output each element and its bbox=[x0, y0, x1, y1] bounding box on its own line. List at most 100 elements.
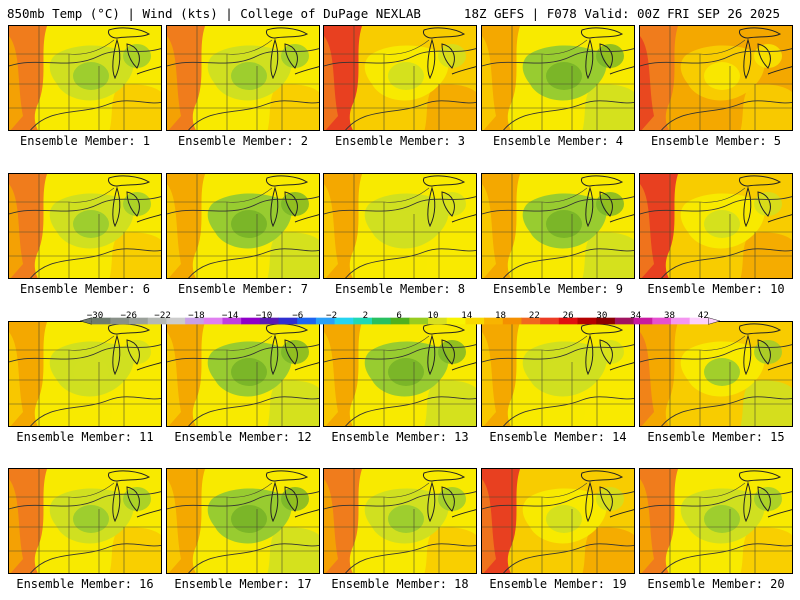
temperature-map bbox=[324, 26, 476, 130]
colorbar-tick-label: 14 bbox=[461, 310, 473, 321]
colorbar-swatch bbox=[203, 317, 223, 325]
ensemble-map-panel bbox=[481, 173, 635, 279]
ensemble-member-caption: Ensemble Member: 5 bbox=[650, 134, 782, 148]
colorbar-swatch bbox=[259, 317, 279, 325]
ensemble-member-caption: Ensemble Member: 8 bbox=[334, 282, 466, 296]
ensemble-map-panel bbox=[639, 321, 793, 427]
colorbar-tick-label: −2 bbox=[326, 310, 337, 321]
temperature-map bbox=[167, 174, 319, 278]
ensemble-member-caption: Ensemble Member: 3 bbox=[334, 134, 466, 148]
temperature-map bbox=[167, 469, 319, 573]
colorbar-swatch bbox=[596, 317, 616, 325]
colorbar-swatch bbox=[110, 317, 130, 325]
ensemble-map-panel bbox=[8, 173, 162, 279]
temperature-map bbox=[324, 174, 476, 278]
colorbar-swatch bbox=[428, 317, 448, 325]
colorbar-swatch bbox=[371, 317, 392, 325]
colorbar-swatch bbox=[465, 317, 485, 325]
ensemble-member-caption: Ensemble Member: 11 bbox=[16, 430, 154, 444]
colorbar-swatch bbox=[353, 317, 373, 325]
temperature-map bbox=[9, 322, 161, 426]
ensemble-map-panel bbox=[481, 468, 635, 574]
ensemble-member-caption: Ensemble Member: 6 bbox=[19, 282, 151, 296]
temperature-map bbox=[167, 26, 319, 130]
colorbar-swatch bbox=[558, 317, 578, 325]
ensemble-member-caption: Ensemble Member: 1 bbox=[19, 134, 151, 148]
ensemble-map-panel bbox=[639, 25, 793, 131]
colorbar-swatch bbox=[689, 317, 709, 325]
ensemble-map-panel bbox=[8, 25, 162, 131]
colorbar-tick-label: −6 bbox=[292, 310, 303, 321]
temperature-colorbar: −30 −26 −22 −18 −14 −10 −6 −2 2 6 10 14 18 22 26 30 34 38… bbox=[79, 310, 721, 325]
colorbar-tick-label: −26 bbox=[121, 310, 138, 321]
ensemble-map-panel bbox=[166, 321, 320, 427]
temperature-map bbox=[9, 174, 161, 278]
ensemble-map-panel bbox=[323, 173, 477, 279]
ensemble-member-caption: Ensemble Member: 7 bbox=[177, 282, 309, 296]
ensemble-map-panel bbox=[166, 25, 320, 131]
colorbar-swatch bbox=[409, 317, 429, 325]
temperature-map bbox=[482, 469, 634, 573]
ensemble-member-caption: Ensemble Member: 13 bbox=[331, 430, 469, 444]
header-title: 850mb Temp (°C) | Wind (kts) | College o… bbox=[7, 6, 421, 21]
colorbar-tick-label: 34 bbox=[630, 310, 642, 321]
ensemble-member-caption: Ensemble Member: 2 bbox=[177, 134, 309, 148]
colorbar-swatch bbox=[484, 317, 504, 325]
colorbar-swatch bbox=[614, 317, 635, 325]
colorbar-swatch bbox=[91, 317, 111, 325]
colorbar-swatch bbox=[577, 317, 597, 325]
colorbar-swatch bbox=[633, 317, 653, 325]
colorbar-max-arrow bbox=[708, 317, 721, 325]
colorbar-tick-label: 6 bbox=[396, 310, 402, 321]
colorbar-swatch bbox=[278, 317, 298, 325]
ensemble-map-panel bbox=[639, 468, 793, 574]
temperature-map bbox=[640, 26, 792, 130]
colorbar-swatch bbox=[315, 317, 336, 325]
colorbar-tick-label: −10 bbox=[256, 310, 273, 321]
colorbar-tick-label: 10 bbox=[427, 310, 438, 321]
temperature-map bbox=[482, 26, 634, 130]
ensemble-member-caption: Ensemble Member: 4 bbox=[492, 134, 624, 148]
colorbar-swatch bbox=[222, 317, 242, 325]
ensemble-member-caption: Ensemble Member: 9 bbox=[492, 282, 624, 296]
colorbar-swatch bbox=[166, 317, 186, 325]
ensemble-map-panel bbox=[323, 468, 477, 574]
ensemble-map-panel bbox=[166, 173, 320, 279]
colorbar-tick-label: 22 bbox=[529, 310, 540, 321]
colorbar-swatch bbox=[147, 317, 167, 325]
temperature-map bbox=[640, 174, 792, 278]
temperature-map bbox=[482, 174, 634, 278]
ensemble-member-caption: Ensemble Member: 14 bbox=[489, 430, 627, 444]
colorbar-tick-label: −18 bbox=[188, 310, 205, 321]
colorbar-swatch bbox=[129, 317, 149, 325]
colorbar-swatch bbox=[540, 317, 560, 325]
colorbar-swatch bbox=[446, 317, 466, 325]
ensemble-member-caption: Ensemble Member: 20 bbox=[647, 577, 785, 591]
ensemble-map-panel bbox=[323, 25, 477, 131]
colorbar-swatch bbox=[652, 317, 672, 325]
colorbar-tick-label: 18 bbox=[495, 310, 506, 321]
temperature-map bbox=[482, 322, 634, 426]
colorbar-tick-label: −14 bbox=[222, 310, 239, 321]
colorbar-swatch bbox=[502, 317, 522, 325]
colorbar-swatch bbox=[241, 317, 261, 325]
ensemble-member-caption: Ensemble Member: 18 bbox=[331, 577, 469, 591]
colorbar-swatch bbox=[521, 317, 541, 325]
colorbar-tick-label: 26 bbox=[563, 310, 574, 321]
colorbar-swatch bbox=[334, 317, 354, 325]
ensemble-map-panel bbox=[166, 468, 320, 574]
colorbar-tick-label: −22 bbox=[154, 310, 171, 321]
colorbar-swatch bbox=[390, 317, 410, 325]
temperature-map bbox=[9, 469, 161, 573]
colorbar-tick-label: 42 bbox=[698, 310, 709, 321]
temperature-map bbox=[640, 322, 792, 426]
ensemble-member-caption: Ensemble Member: 16 bbox=[16, 577, 154, 591]
header-valid-time: 18Z GEFS | F078 Valid: 00Z FRI SEP 26 20… bbox=[463, 6, 780, 21]
ensemble-member-caption: Ensemble Member: 10 bbox=[647, 282, 785, 296]
ensemble-map-panel bbox=[481, 321, 635, 427]
temperature-map bbox=[324, 322, 476, 426]
colorbar-swatch bbox=[185, 317, 205, 325]
ensemble-map-panel bbox=[8, 468, 162, 574]
temperature-map bbox=[324, 469, 476, 573]
colorbar-tick-label: 38 bbox=[664, 310, 675, 321]
